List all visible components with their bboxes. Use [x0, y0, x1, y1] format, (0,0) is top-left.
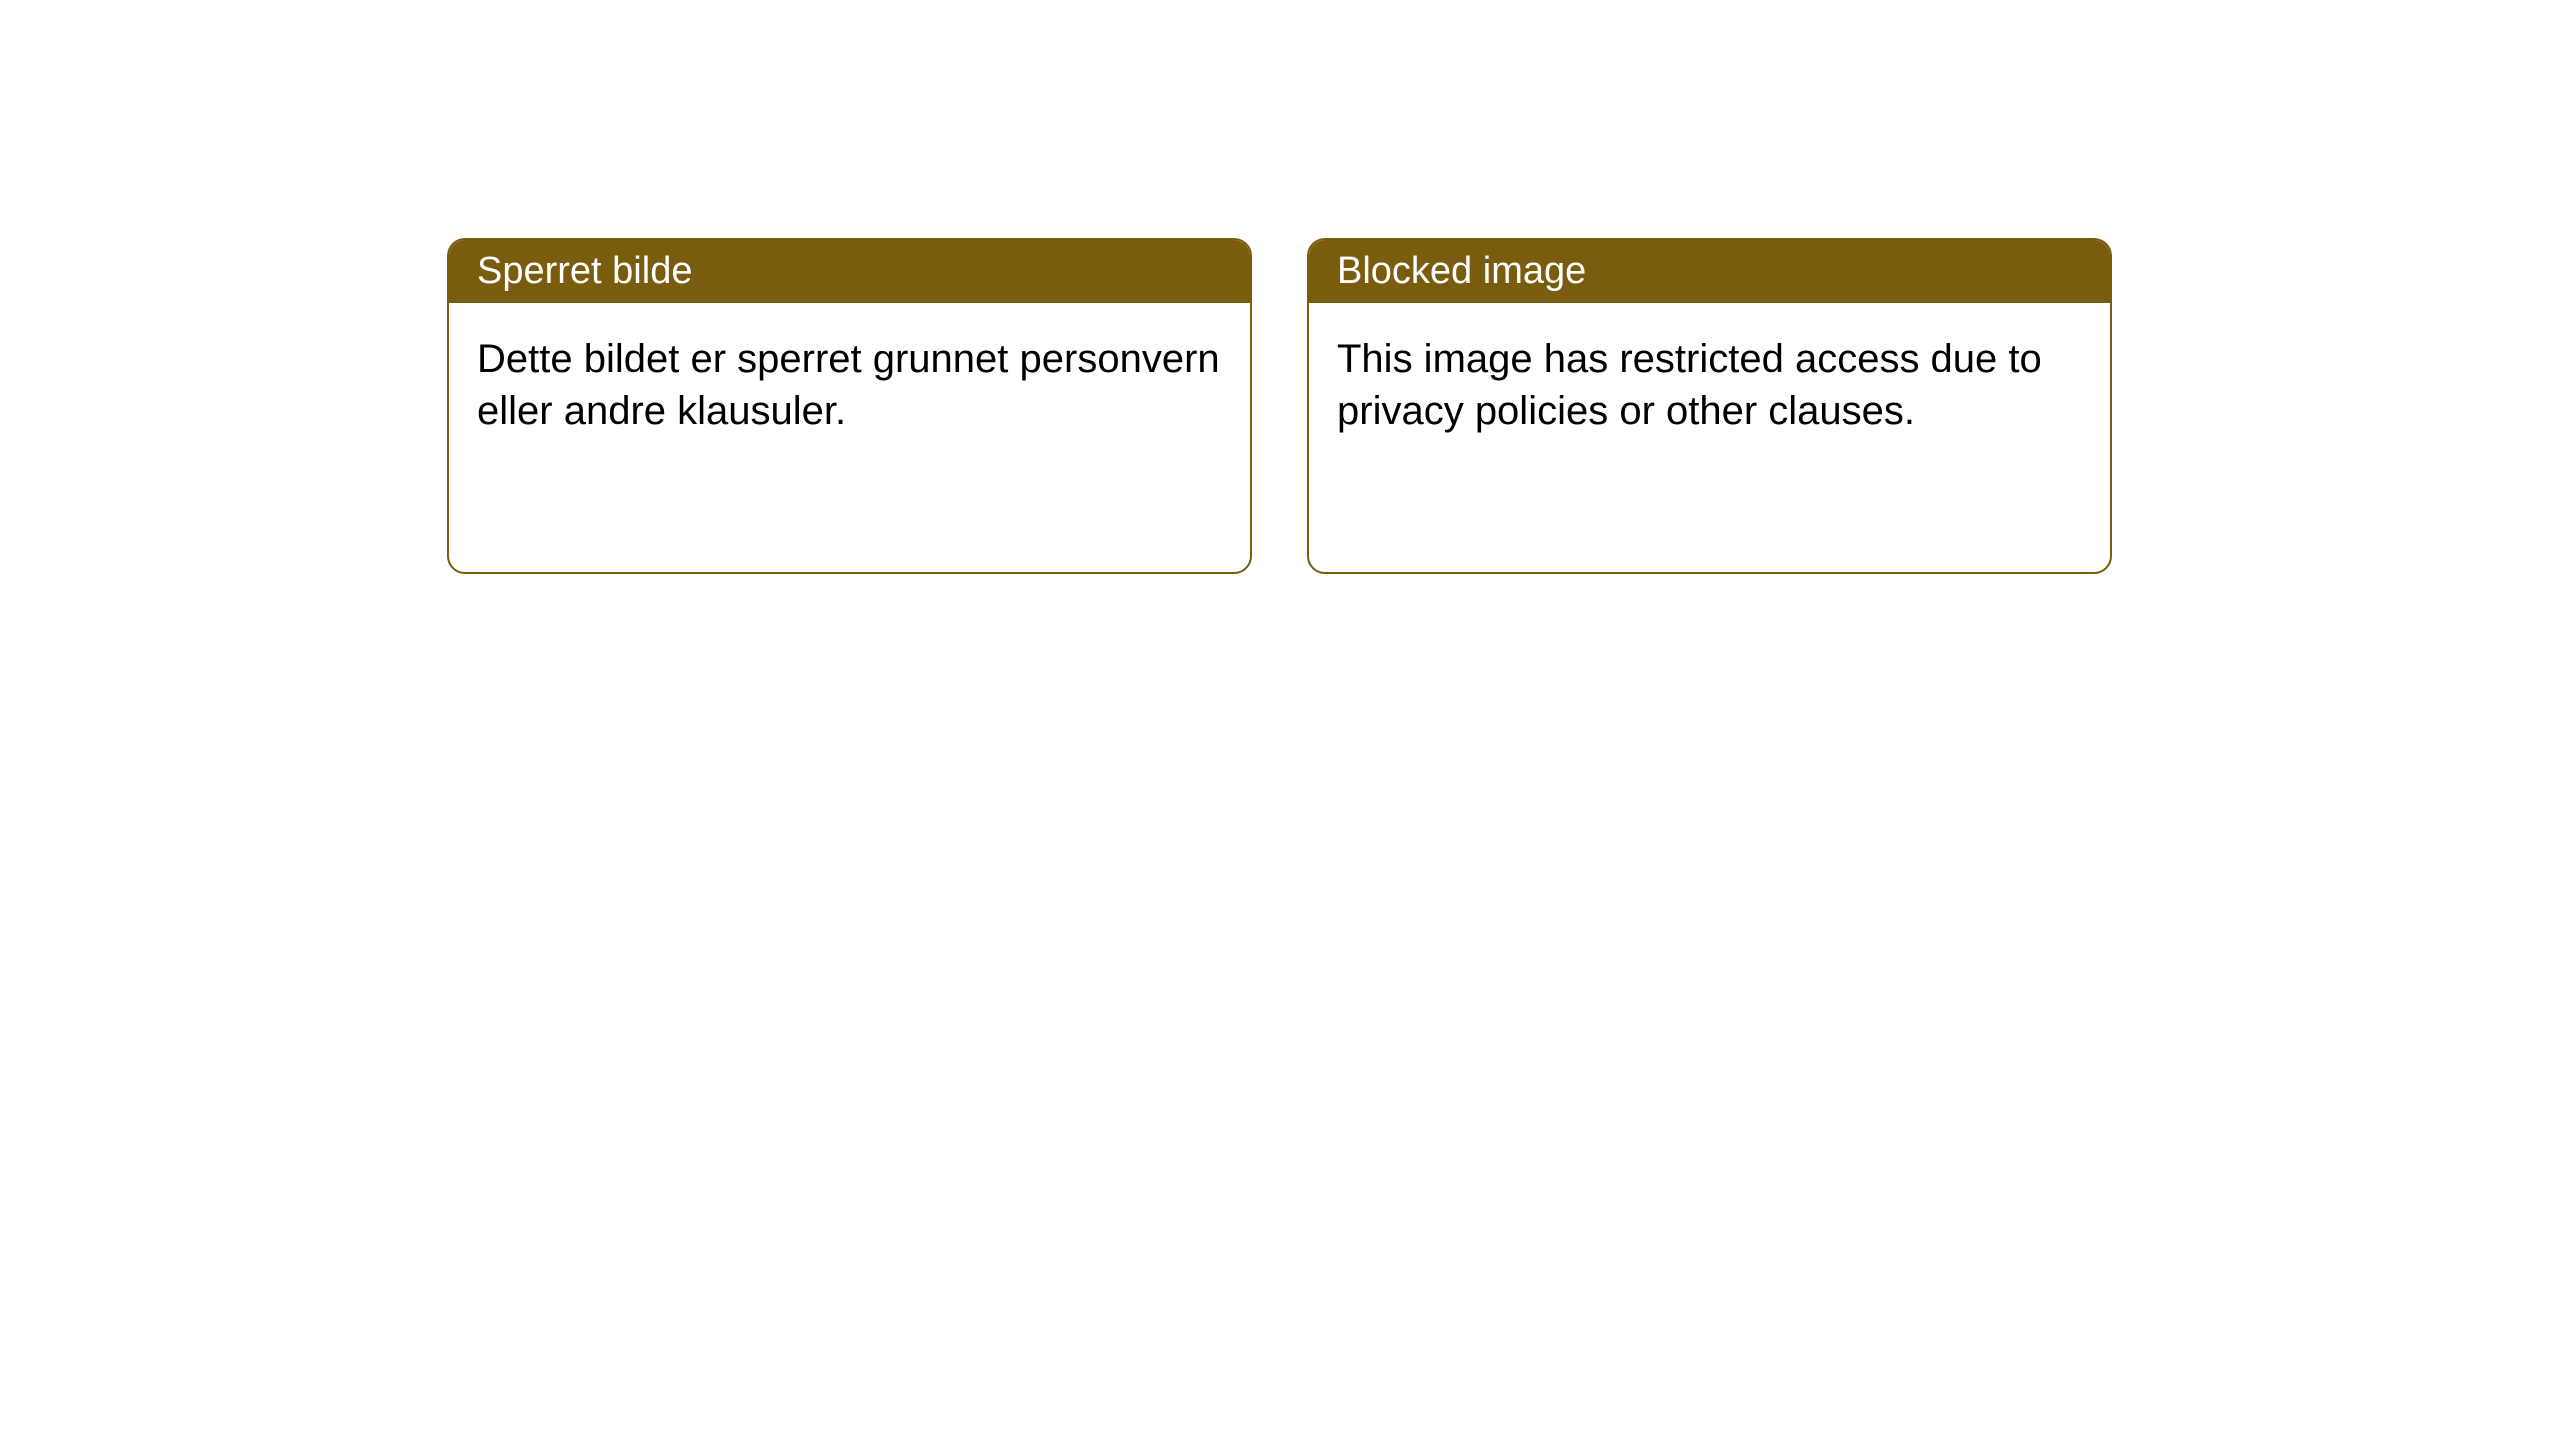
notice-header: Sperret bilde — [449, 240, 1250, 303]
notice-card-english: Blocked image This image has restricted … — [1307, 238, 2112, 574]
notice-title: Blocked image — [1337, 250, 1586, 292]
notice-body: Dette bildet er sperret grunnet personve… — [449, 303, 1250, 467]
notice-body-text: Dette bildet er sperret grunnet personve… — [477, 337, 1220, 433]
notice-body-text: This image has restricted access due to … — [1337, 337, 2042, 433]
notice-container: Sperret bilde Dette bildet er sperret gr… — [0, 0, 2560, 574]
notice-card-norwegian: Sperret bilde Dette bildet er sperret gr… — [447, 238, 1252, 574]
notice-body: This image has restricted access due to … — [1309, 303, 2110, 467]
notice-title: Sperret bilde — [477, 250, 692, 292]
notice-header: Blocked image — [1309, 240, 2110, 303]
